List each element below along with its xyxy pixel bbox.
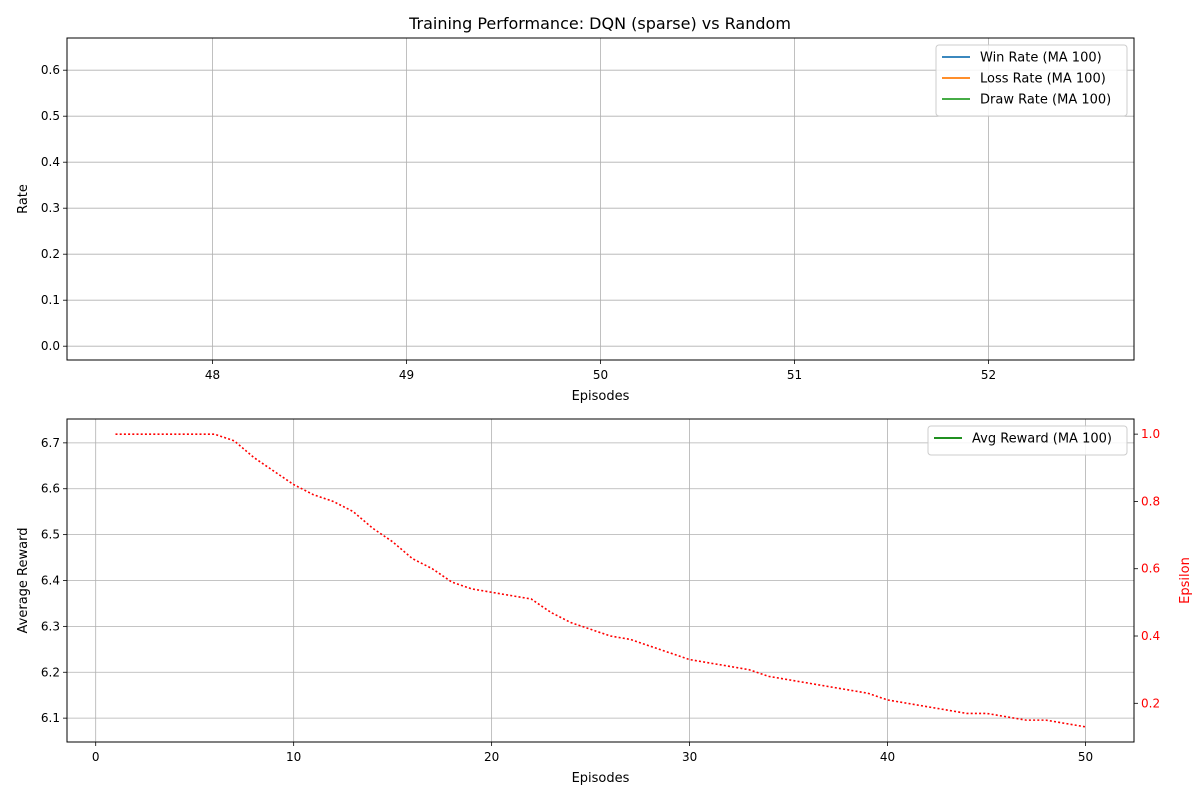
top-axes: 48 49 50 51 52 0.0 0.1 0.2 0.3 0.4 0.5 0.6 Episodes R… (16, 37, 1135, 404)
legend-label: Loss Rate (MA 100) (980, 72, 1106, 87)
y2-tick-label: 0.6 (1141, 562, 1160, 576)
y-tick-label: 6.6 (41, 482, 60, 496)
x-tick-label: 30 (682, 750, 697, 764)
y-tick-label: 0.6 (41, 63, 60, 77)
y-tick-label: 0.3 (41, 201, 60, 215)
y-tick-label: 0.5 (41, 109, 60, 123)
legend-box (927, 425, 1128, 456)
legend-label: Draw Rate (MA 100) (980, 93, 1111, 108)
y2-tick-label: 1.0 (1141, 427, 1160, 441)
y-tick-label: 0.2 (41, 247, 60, 261)
bottom-axes: 0 10 20 30 40 50 6.1 6.2 6.3 6.4 6.5 6.6 6.7 Episodes… (16, 418, 1193, 786)
axes-frame (66, 37, 1135, 361)
y-axis-label: Rate (16, 184, 31, 214)
y-tick-label: 6.4 (41, 574, 60, 588)
y-tick-label: 0.4 (41, 155, 60, 169)
y-tick-label: 0.1 (41, 293, 60, 307)
legend-label: Win Rate (MA 100) (980, 51, 1102, 66)
epsilon-line (115, 433, 1086, 728)
y2-tick-label: 0.8 (1141, 494, 1160, 508)
y-tick-label: 6.5 (41, 528, 60, 542)
axes-frame (66, 418, 1135, 743)
legend-label: Avg Reward (MA 100) (972, 432, 1112, 447)
x-tick-label: 50 (1078, 750, 1093, 764)
x-tick-label: 20 (484, 750, 499, 764)
y-tick-label: 6.1 (41, 711, 60, 725)
x-tick-label: 51 (787, 368, 802, 382)
y2-tick-label: 0.4 (1141, 629, 1160, 643)
chart-title: Training Performance: DQN (sparse) vs Ra… (408, 14, 791, 33)
y-tick-label: 6.3 (41, 619, 60, 633)
y-tick-label: 6.2 (41, 665, 60, 679)
legend: Win Rate (MA 100) Loss Rate (MA 100) Draw … (935, 44, 1128, 117)
legend: Avg Reward (MA 100) (927, 425, 1128, 456)
x-axis-label: Episodes (572, 389, 630, 404)
x-tick-label: 52 (981, 368, 996, 382)
x-tick-label: 40 (880, 750, 895, 764)
y2-axis-label: Epsilon (1178, 557, 1193, 604)
x-tick-label: 49 (399, 368, 414, 382)
y-tick-label: 6.7 (41, 436, 60, 450)
y-tick-label: 0.0 (41, 339, 60, 353)
x-tick-label: 50 (593, 368, 608, 382)
y-axis-label: Average Reward (16, 528, 31, 634)
y2-tick-label: 0.2 (1141, 696, 1160, 710)
legend-box (935, 44, 1128, 117)
x-tick-label: 10 (286, 750, 301, 764)
x-axis-label: Episodes (572, 771, 630, 786)
x-tick-label: 0 (92, 750, 100, 764)
x-tick-label: 48 (205, 368, 220, 382)
